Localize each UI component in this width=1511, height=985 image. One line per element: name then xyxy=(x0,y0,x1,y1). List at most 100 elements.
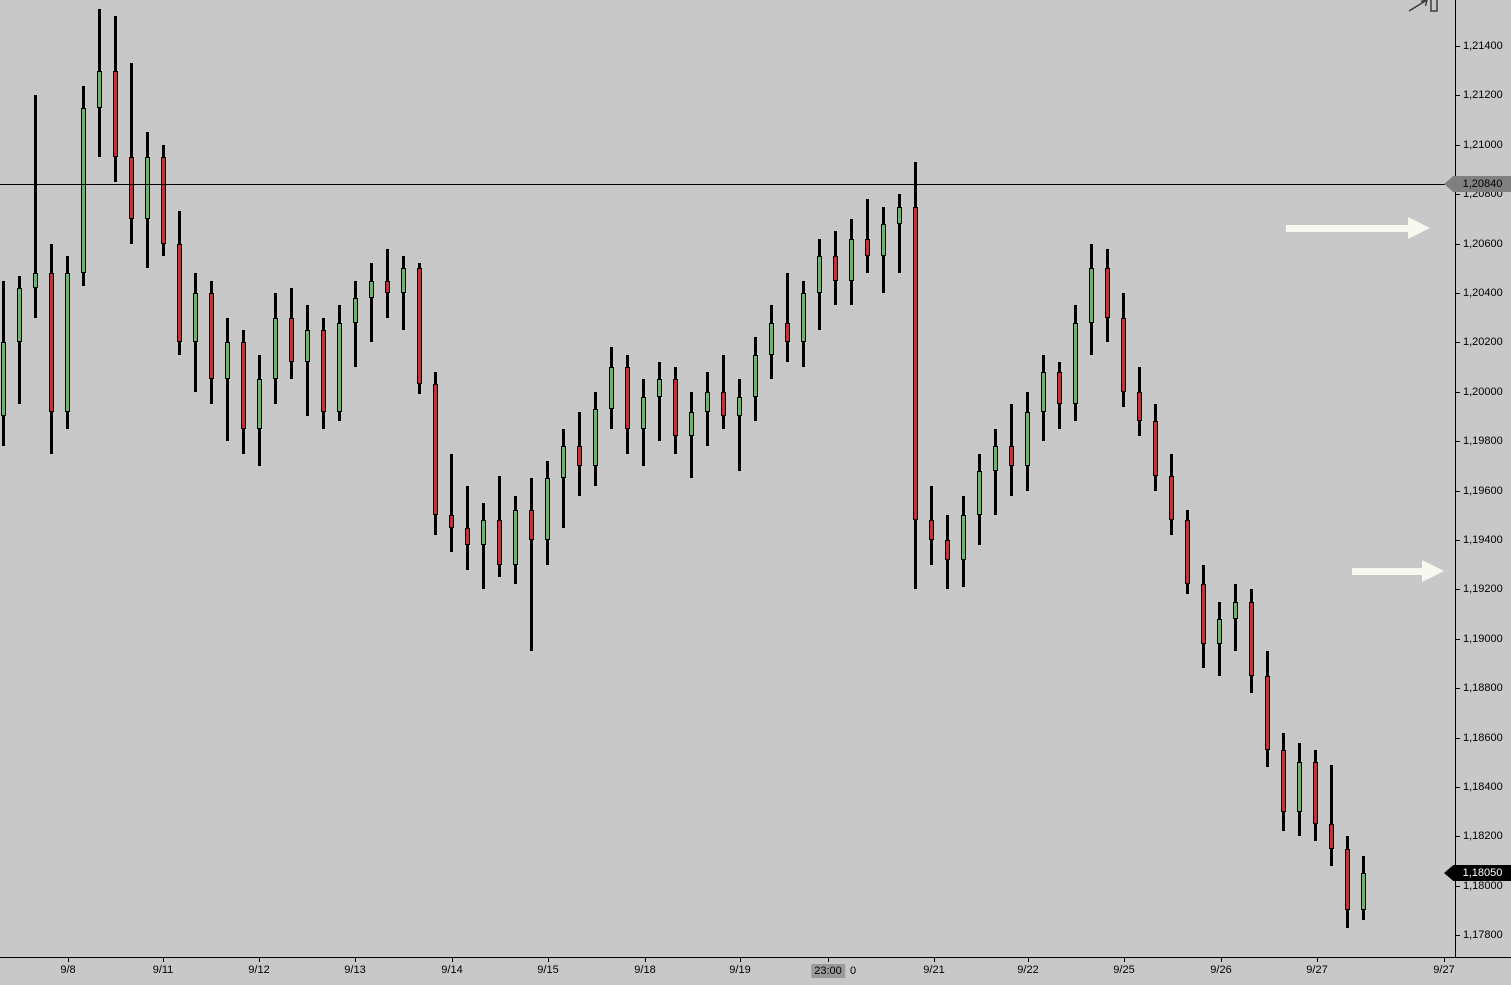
candle-body xyxy=(49,273,54,412)
horizontal-price-line[interactable] xyxy=(0,184,1455,185)
y-axis-tick xyxy=(1455,244,1460,245)
arrow-head-icon xyxy=(1422,560,1444,582)
y-axis-label: 1,19400 xyxy=(1463,534,1503,546)
x-axis-label: 9/25 xyxy=(1113,964,1135,976)
arrow-shaft xyxy=(1352,568,1424,575)
y-axis-tick xyxy=(1455,293,1460,294)
y-axis-label: 1,19000 xyxy=(1463,633,1503,645)
y-axis-label: 1,18400 xyxy=(1463,781,1503,793)
candle-body xyxy=(977,471,982,515)
y-axis-tick xyxy=(1455,787,1460,788)
y-axis-tick xyxy=(1455,589,1460,590)
candle-body xyxy=(81,108,86,273)
candle-wick xyxy=(34,95,37,318)
y-axis-label: 1,20000 xyxy=(1463,386,1503,398)
x-axis-tick xyxy=(934,958,935,962)
candle-wick xyxy=(482,503,485,589)
candle-body xyxy=(945,540,950,560)
candle-body xyxy=(1345,849,1350,910)
y-axis-label: 1,20600 xyxy=(1463,238,1503,250)
y-axis-label: 1,18200 xyxy=(1463,830,1503,842)
candle-body xyxy=(209,293,214,379)
y-axis-tick xyxy=(1455,491,1460,492)
candle-body xyxy=(305,330,310,362)
candle-body xyxy=(561,446,566,478)
y-axis-label: 1,20200 xyxy=(1463,336,1503,348)
x-axis-label: 9/14 xyxy=(441,964,463,976)
candle-body xyxy=(1137,392,1142,421)
candle-body xyxy=(1057,372,1062,404)
candle-wick xyxy=(1330,765,1333,866)
candle-wick xyxy=(450,454,453,552)
y-axis-tick xyxy=(1455,886,1460,887)
candle-body xyxy=(817,256,822,293)
candle-body xyxy=(225,342,230,379)
x-axis-label: 9/11 xyxy=(152,964,174,976)
candle-body xyxy=(353,298,358,323)
y-axis-tick xyxy=(1455,392,1460,393)
x-axis-label: 9/15 xyxy=(537,964,559,976)
candle-body xyxy=(721,392,726,416)
candle-body xyxy=(97,71,102,108)
candle-body xyxy=(193,293,198,342)
x-axis-tick xyxy=(259,958,260,962)
candle-body xyxy=(1,342,6,416)
candle-body xyxy=(961,515,966,560)
candle-body xyxy=(17,288,22,342)
y-axis-tick xyxy=(1455,145,1460,146)
candle-body xyxy=(161,157,166,244)
candle-body xyxy=(433,384,438,515)
candle-body xyxy=(1041,372,1046,412)
candle-body xyxy=(337,323,342,412)
candle-body xyxy=(257,379,262,429)
candle-body xyxy=(993,446,998,471)
candle-body xyxy=(769,323,774,355)
candle-body xyxy=(1313,762,1318,824)
x-axis-label: 9/27 xyxy=(1306,964,1328,976)
candle-body xyxy=(1329,824,1334,849)
time-axis[interactable]: 9/8 9/11 9/12 9/13 9/14 9/15 9/18 9/19 23:00 0 9/2… xyxy=(0,958,1511,985)
x-axis-label: 9/19 xyxy=(729,964,751,976)
arrow-shaft xyxy=(1286,225,1410,232)
x-axis-label: 9/12 xyxy=(248,964,270,976)
x-axis-tick xyxy=(1444,958,1445,962)
candle-body xyxy=(1025,412,1030,466)
pointer-icon xyxy=(1408,0,1438,12)
chart-plot-area[interactable] xyxy=(0,0,1455,957)
candle-body xyxy=(241,342,246,429)
candle-wick xyxy=(402,256,405,330)
y-axis-tick xyxy=(1455,194,1460,195)
y-axis-tick xyxy=(1455,540,1460,541)
candle-body xyxy=(1201,584,1206,644)
y-axis-label: 1,21200 xyxy=(1463,89,1503,101)
candle-body xyxy=(625,367,630,429)
candle-body xyxy=(369,281,374,298)
x-axis-label: 9/21 xyxy=(923,964,945,976)
y-axis-tick xyxy=(1455,342,1460,343)
candle-body xyxy=(737,397,742,416)
candle-body xyxy=(113,71,118,157)
y-axis-tick xyxy=(1455,836,1460,837)
y-axis-label: 1,19200 xyxy=(1463,583,1503,595)
y-axis-label: 1,21400 xyxy=(1463,40,1503,52)
x-axis-label: 9/26 xyxy=(1210,964,1232,976)
candle-body xyxy=(1281,750,1286,812)
y-axis-tick xyxy=(1455,46,1460,47)
y-axis-tick xyxy=(1455,441,1460,442)
price-level-tag: 1,20840 xyxy=(1444,176,1511,192)
y-axis-label: 1,20400 xyxy=(1463,287,1503,299)
candle-body xyxy=(705,392,710,412)
y-axis-label: 1,19600 xyxy=(1463,485,1503,497)
y-axis-label: 1,18000 xyxy=(1463,880,1503,892)
y-axis-tick xyxy=(1455,935,1460,936)
candle-body xyxy=(33,273,38,288)
x-axis-tick xyxy=(163,958,164,962)
x-axis-tick xyxy=(828,958,829,962)
x-axis-border xyxy=(0,957,1511,958)
candle-body xyxy=(177,244,182,342)
price-axis[interactable]: 1,21400 1,21200 1,21000 1,20800 1,20600 1,204… xyxy=(1455,0,1511,957)
candle-body xyxy=(881,224,886,256)
candle-body xyxy=(513,510,518,565)
candle-body xyxy=(1361,873,1366,910)
candle-body xyxy=(417,268,422,384)
